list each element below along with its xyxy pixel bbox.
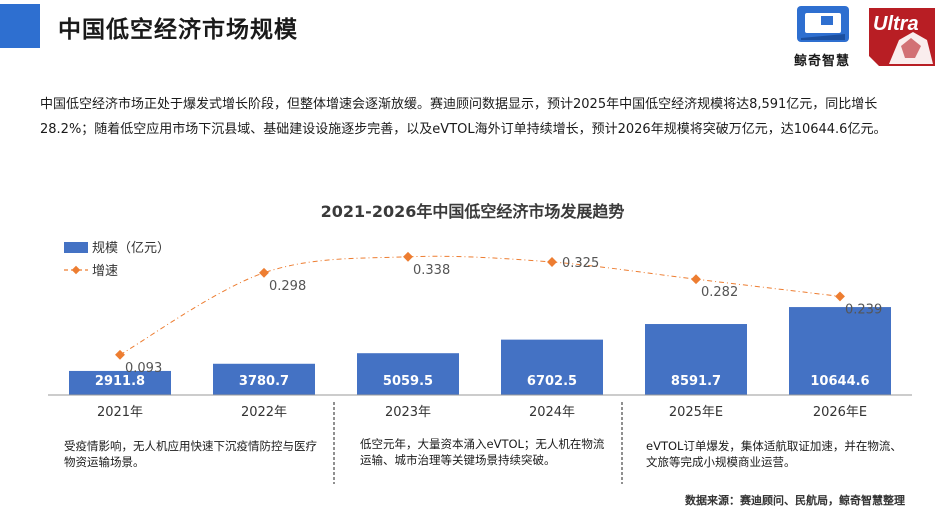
growth-value-label: 0.239 [845,302,882,317]
x-axis-labels: 2021年 2022年 2023年 2024年 2025年E 2026年E [97,405,867,420]
growth-point [547,257,557,267]
data-source: 数据来源：赛迪顾问、民航局，鲸奇智慧整理 [685,494,905,507]
brand-name: 鲸奇智慧 [793,54,850,69]
bar [69,370,171,395]
ultra-badge-icon: Ultra [869,8,935,66]
bar [213,363,315,395]
x-tick-label: 2024年 [529,405,575,420]
bar-value-label: 2911.8 [95,374,145,389]
growth-point [115,349,125,360]
bar-value-label: 8591.7 [671,374,721,389]
note-phase-3: eVTOL订单爆发，集体适航取证加速，并在物流、文旅等完成小规模商业运营。 [646,439,902,469]
page-title: 中国低空经济市场规模 [58,17,298,43]
bar-value-label: 3780.7 [239,374,289,389]
growth-line [119,255,841,356]
bar [645,324,747,395]
bar [357,353,459,395]
brand-logo: 鲸奇智慧 [783,4,861,70]
growth-line-series: 0.093 0.298 0.338 0.325 0.282 0.239 [115,251,882,376]
growth-point [691,274,701,285]
ultra-logo: Ultra [865,6,937,68]
bar-series: 2911.8 3780.7 5059.5 6702.5 8591.7 10644.6 [69,307,891,395]
bar-value-label: 6702.5 [527,374,577,389]
bar [789,307,891,395]
growth-point [403,251,413,262]
note-phase-1: 受疫情影响，无人机应用快速下沉疫情防控与医疗物资运输场景。 [64,439,317,469]
bar [501,339,603,395]
x-tick-label: 2021年 [97,405,143,420]
note-phase-2: 低空元年，大量资本涌入eVTOL；无人机在物流运输、城市治理等关键场景持续突破。 [360,437,605,467]
growth-value-label: 0.325 [562,256,599,271]
growth-value-label: 0.282 [701,285,738,300]
growth-value-label: 0.338 [413,263,450,278]
growth-point [259,267,269,278]
badge-text: Ultra [873,13,919,35]
legend-bar-label: 规模（亿元） [92,241,170,256]
x-tick-label: 2023年 [385,405,431,420]
whale-logo-icon [797,6,849,42]
chart-title: 2021-2026年中国低空经济市场发展趋势 [320,202,625,221]
growth-point [835,291,845,302]
x-tick-label: 2025年E [669,405,723,420]
bar-value-label: 5059.5 [383,374,433,389]
description-paragraph: 中国低空经济市场正处于爆发式增长阶段，但整体增速会逐渐放缓。赛迪顾问数据显示，预… [40,97,887,137]
growth-value-label: 0.093 [125,361,162,376]
legend-line-marker [71,265,81,275]
bar-value-label: 10644.6 [810,374,869,389]
chart-legend: 规模（亿元） 增速 [64,241,170,279]
legend-line-label: 增速 [92,264,118,279]
growth-value-label: 0.298 [269,279,306,294]
legend-bar-swatch [64,242,88,253]
x-tick-label: 2026年E [813,405,867,420]
x-tick-label: 2022年 [241,405,287,420]
title-accent-bar [0,4,40,48]
